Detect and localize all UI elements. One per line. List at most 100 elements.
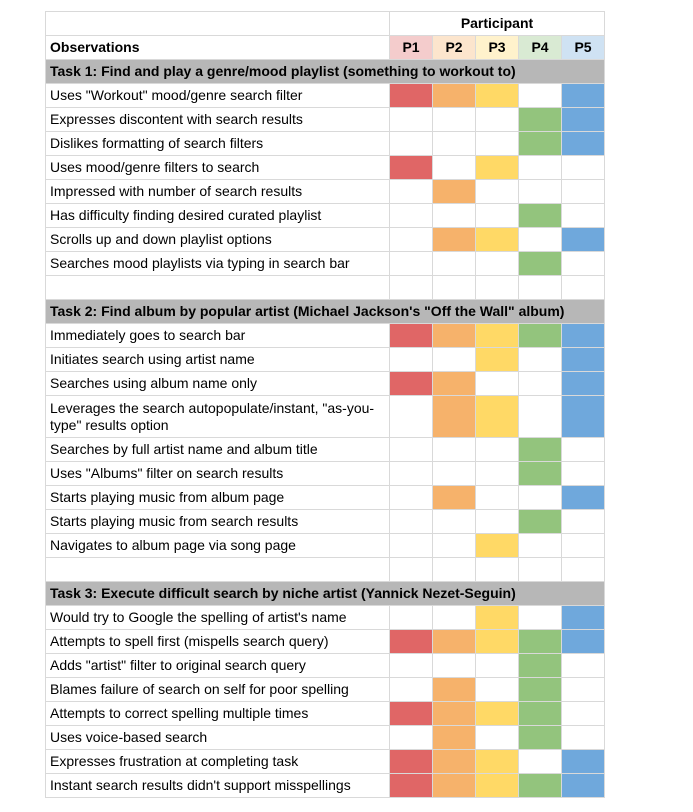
mark-cell-p3 (475, 179, 519, 204)
observation-label: Initiates search using artist name (45, 347, 390, 372)
mark-cell-p2 (432, 83, 476, 108)
mark-cell-p3 (475, 251, 519, 276)
observation-label: Navigates to album page via song page (45, 533, 390, 558)
mark-cell-p1 (389, 227, 433, 252)
mark-cell-p2 (432, 395, 476, 438)
mark-cell-p3 (475, 725, 519, 750)
mark-cell-p1 (389, 395, 433, 438)
mark-cell-p4 (518, 179, 562, 204)
observation-row: Expresses discontent with search results (45, 107, 605, 132)
mark-cell-p5 (561, 629, 605, 654)
mark-cell-p3 (475, 131, 519, 156)
mark-cell-p2 (432, 203, 476, 228)
mark-cell-p1 (389, 347, 433, 372)
empty-cell (45, 557, 390, 582)
mark-cell-p5 (561, 485, 605, 510)
observation-label: Has difficulty finding desired curated p… (45, 203, 390, 228)
empty-header-cell (45, 11, 390, 36)
observation-label: Blames failure of search on self for poo… (45, 677, 390, 702)
mark-cell-p4 (518, 533, 562, 558)
mark-cell-p5 (561, 461, 605, 486)
observation-row: Attempts to spell first (mispells search… (45, 629, 605, 654)
task-header-row: Task 1: Find and play a genre/mood playl… (45, 59, 605, 84)
mark-cell-p5 (561, 509, 605, 534)
mark-cell-p5 (561, 701, 605, 726)
observation-label: Leverages the search autopopulate/instan… (45, 395, 390, 438)
mark-cell-p1 (389, 179, 433, 204)
mark-cell-p2 (432, 107, 476, 132)
observation-row: Scrolls up and down playlist options (45, 227, 605, 252)
mark-cell-p4 (518, 83, 562, 108)
mark-cell-p2 (432, 485, 476, 510)
observation-label: Scrolls up and down playlist options (45, 227, 390, 252)
observation-row: Uses mood/genre filters to search (45, 155, 605, 180)
mark-cell-p3 (475, 701, 519, 726)
observation-label: Uses voice-based search (45, 725, 390, 750)
observation-row: Adds "artist" filter to original search … (45, 653, 605, 678)
mark-cell-p4 (518, 509, 562, 534)
mark-cell-p3 (475, 605, 519, 630)
spacer-row (45, 557, 605, 582)
mark-cell-p2 (432, 437, 476, 462)
mark-cell-p1 (389, 701, 433, 726)
mark-cell-p2 (432, 677, 476, 702)
mark-cell-p3 (475, 437, 519, 462)
mark-cell-p4 (518, 227, 562, 252)
mark-cell-p4 (518, 437, 562, 462)
task-header-row: Task 3: Execute difficult search by nich… (45, 581, 605, 606)
column-header-row: Observations P1 P2 P3 P4 P5 (45, 35, 605, 60)
mark-cell-p3 (475, 653, 519, 678)
mark-cell-p4 (518, 323, 562, 348)
mark-cell-p5 (561, 371, 605, 396)
mark-cell-p2 (432, 653, 476, 678)
task-title: Task 2: Find album by popular artist (Mi… (45, 299, 605, 324)
observation-label: Uses mood/genre filters to search (45, 155, 390, 180)
mark-cell-p5 (561, 323, 605, 348)
mark-cell-p4 (518, 677, 562, 702)
mark-cell-p3 (475, 485, 519, 510)
mark-cell-p3 (475, 83, 519, 108)
empty-cell (475, 275, 519, 300)
mark-cell-p3 (475, 509, 519, 534)
mark-cell-p2 (432, 509, 476, 534)
mark-cell-p5 (561, 773, 605, 798)
mark-cell-p2 (432, 533, 476, 558)
mark-cell-p5 (561, 533, 605, 558)
mark-cell-p1 (389, 251, 433, 276)
observation-label: Attempts to correct spelling multiple ti… (45, 701, 390, 726)
mark-cell-p3 (475, 395, 519, 438)
mark-cell-p4 (518, 347, 562, 372)
mark-cell-p3 (475, 155, 519, 180)
observation-label: Expresses frustration at completing task (45, 749, 390, 774)
observation-label: Attempts to spell first (mispells search… (45, 629, 390, 654)
observation-label: Adds "artist" filter to original search … (45, 653, 390, 678)
mark-cell-p5 (561, 83, 605, 108)
observation-row: Immediately goes to search bar (45, 323, 605, 348)
mark-cell-p4 (518, 485, 562, 510)
observation-row: Uses "Workout" mood/genre search filter (45, 83, 605, 108)
mark-cell-p4 (518, 653, 562, 678)
empty-cell (389, 557, 433, 582)
empty-cell (432, 275, 476, 300)
mark-cell-p2 (432, 347, 476, 372)
observation-row: Attempts to correct spelling multiple ti… (45, 701, 605, 726)
mark-cell-p4 (518, 131, 562, 156)
observation-label: Uses "Albums" filter on search results (45, 461, 390, 486)
mark-cell-p1 (389, 749, 433, 774)
mark-cell-p2 (432, 251, 476, 276)
mark-cell-p5 (561, 749, 605, 774)
mark-cell-p1 (389, 461, 433, 486)
mark-cell-p1 (389, 509, 433, 534)
mark-cell-p4 (518, 749, 562, 774)
spacer-row (45, 275, 605, 300)
observation-row: Initiates search using artist name (45, 347, 605, 372)
mark-cell-p1 (389, 773, 433, 798)
mark-cell-p4 (518, 371, 562, 396)
empty-cell (518, 557, 562, 582)
task-title: Task 3: Execute difficult search by nich… (45, 581, 605, 606)
observation-label: Would try to Google the spelling of arti… (45, 605, 390, 630)
observation-row: Instant search results didn't support mi… (45, 773, 605, 798)
observation-row: Impressed with number of search results (45, 179, 605, 204)
participant-p5-header: P5 (561, 35, 605, 60)
mark-cell-p1 (389, 533, 433, 558)
